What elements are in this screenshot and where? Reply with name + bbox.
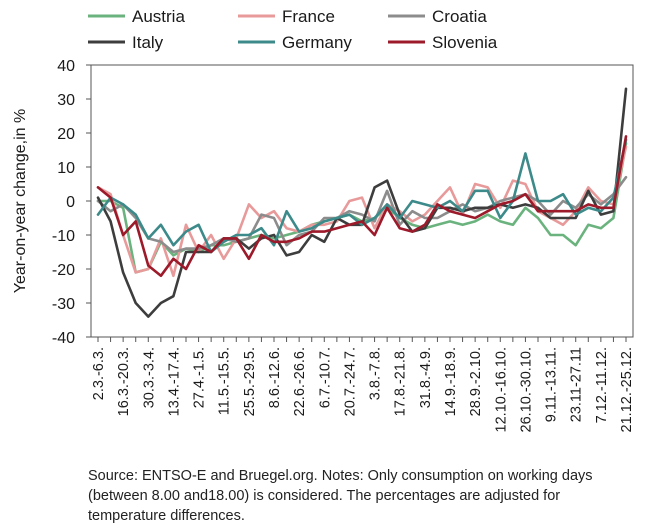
x-tick-label: 31.8.-4.9.: [418, 347, 434, 408]
x-tick-label: 8.6.-12.6.: [267, 347, 283, 408]
legend-label-germany: Germany: [282, 33, 352, 52]
y-tick-label: 0: [66, 194, 75, 211]
x-tick-label: 17.8.-21.8.: [393, 347, 409, 416]
x-tick-label: 28.9.-2.10.: [468, 347, 484, 416]
y-tick-label: -30: [52, 296, 75, 313]
chart-svg: -40 -30 -20 -10 0 10 20 30 40 Year-on-year change…: [0, 0, 650, 470]
y-axis-label: Year-on-year change,in %: [12, 109, 29, 293]
line-chart: -40 -30 -20 -10 0 10 20 30 40 Year-on-year change…: [0, 0, 650, 470]
x-tick-label: 7.12.-11.12.: [594, 347, 610, 423]
legend-label-france: France: [282, 7, 335, 26]
series-line-germany: [98, 140, 626, 252]
x-tick-label: 3.8.-7.8.: [368, 347, 384, 400]
x-tick-label: 27.4.-1.5.: [192, 347, 208, 408]
source-note: Source: ENTSO-E and Bruegel.org. Notes: …: [88, 466, 633, 526]
x-tick-label: 26.10.-30.10.: [518, 347, 534, 432]
x-tick-label: 25.5.-29.5.: [242, 347, 258, 416]
x-tick-label: 21.12.-25.12.: [619, 347, 635, 432]
y-tick-label: -20: [52, 262, 75, 279]
x-tick-label: 6.7.-10.7.: [317, 347, 333, 408]
y-tick-label: 20: [57, 126, 75, 143]
y-tick-label: 40: [57, 58, 75, 75]
legend-label-croatia: Croatia: [432, 7, 487, 26]
series-line-austria: [98, 143, 626, 272]
y-tick-label: -10: [52, 228, 75, 245]
x-tick-label: 16.3.-20.3.: [116, 347, 132, 416]
x-tick-label: 20.7.-24.7.: [342, 347, 358, 416]
x-tick-label: 13.4.-17.4.: [166, 347, 182, 416]
legend-label-austria: Austria: [132, 7, 185, 26]
series-line-italy: [98, 89, 626, 317]
y-tick-label: 30: [57, 92, 75, 109]
x-tick-label: 23.11-27.11: [569, 347, 585, 422]
x-tick-label: 9.11.-13.11.: [544, 347, 560, 422]
series-line-slovenia: [98, 136, 626, 275]
x-tick-label: 30.3.-3.4.: [141, 347, 157, 408]
y-tick-label: 10: [57, 160, 75, 177]
legend-label-slovenia: Slovenia: [432, 33, 498, 52]
x-tick-label: 12.10.-16.10.: [493, 347, 509, 432]
x-tick-label: 22.6.-26.6.: [292, 347, 308, 416]
legend-label-italy: Italy: [132, 33, 164, 52]
y-tick-label: -40: [52, 330, 75, 347]
x-tick-label: 11.5.-15.5.: [217, 347, 233, 415]
x-tick-label: 2.3.-6.3.: [91, 347, 107, 400]
x-tick-label: 14.9.-18.9.: [443, 347, 459, 416]
